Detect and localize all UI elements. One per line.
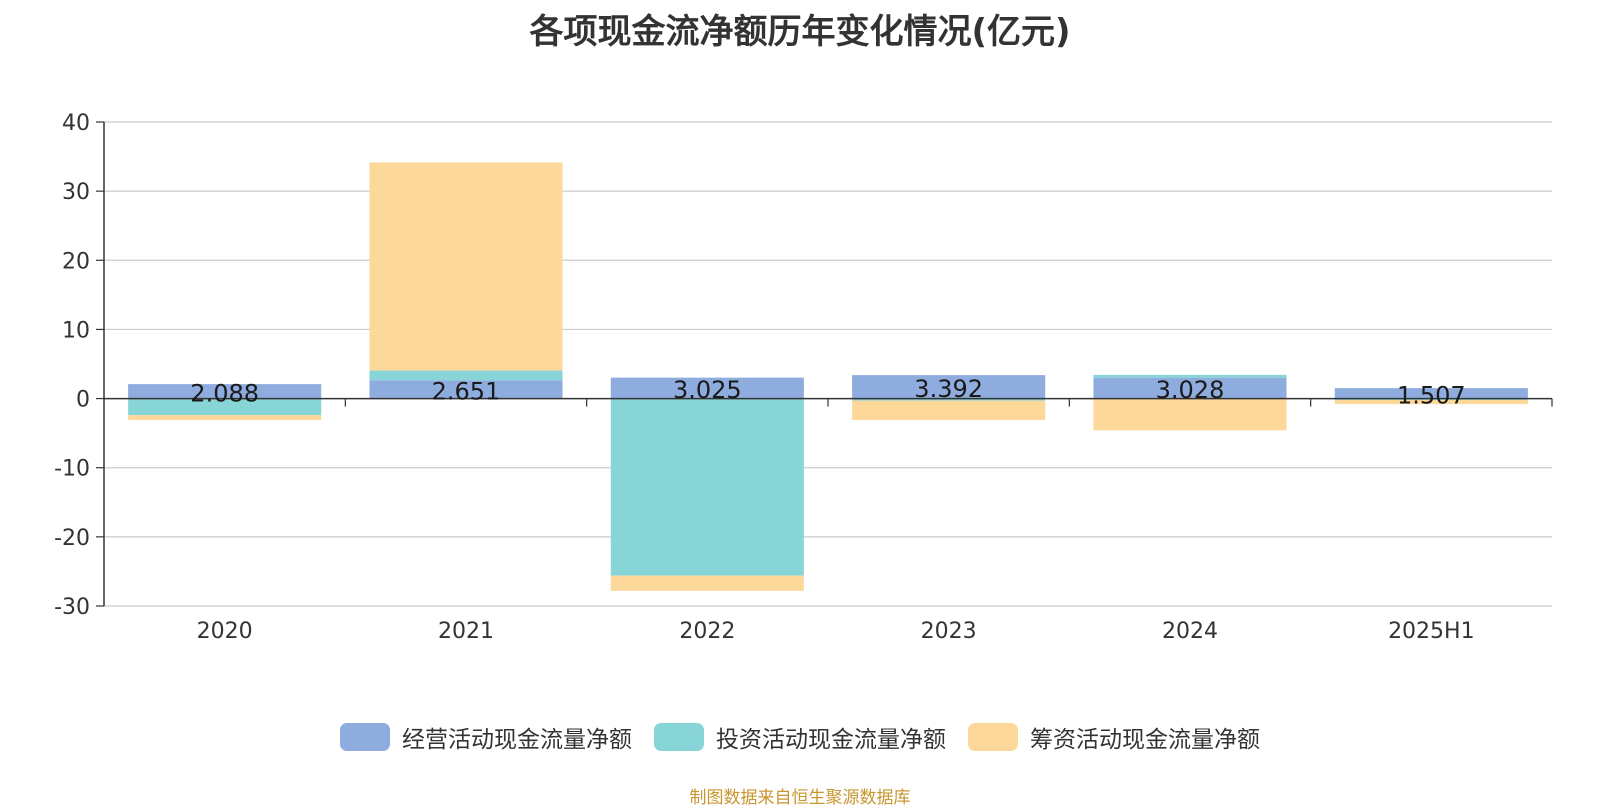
legend-swatch-operating <box>340 723 390 751</box>
data-label: 3.392 <box>914 375 983 403</box>
bar-segment <box>369 370 563 381</box>
y-tick-label: -30 <box>54 595 90 620</box>
bar-segment <box>610 575 804 591</box>
y-tick-label: -20 <box>54 526 90 551</box>
data-label: 2.651 <box>432 377 501 405</box>
bar-segment <box>610 377 804 399</box>
bar-segment <box>1093 374 1287 378</box>
data-label: 1.507 <box>1397 381 1466 409</box>
bar-segment <box>1093 377 1287 399</box>
bar-segment <box>1334 388 1528 399</box>
bar-segment <box>128 415 322 421</box>
legend-label-investing: 投资活动现金流量净额 <box>716 727 946 753</box>
bar-segment <box>610 398 804 576</box>
legend-label-operating: 经营活动现金流量净额 <box>402 727 632 753</box>
legend-item-investing[interactable]: 投资活动现金流量净额 <box>654 720 946 754</box>
x-category-label: 2021 <box>438 619 494 644</box>
y-tick-label: -10 <box>54 457 90 482</box>
bar-segment <box>852 375 1046 399</box>
legend-item-operating[interactable]: 经营活动现金流量净额 <box>340 720 632 754</box>
legend-swatch-investing <box>654 723 704 751</box>
legend-label-financing: 筹资活动现金流量净额 <box>1030 727 1260 753</box>
y-tick-label: 20 <box>62 249 90 274</box>
data-label: 2.088 <box>190 379 259 407</box>
data-label: 3.025 <box>673 376 742 404</box>
y-tick-label: 0 <box>76 388 90 413</box>
chart-title: 各项现金流净额历年变化情况(亿元) <box>529 12 1071 52</box>
bar-segment <box>852 398 1046 401</box>
bar-segment <box>128 398 322 416</box>
data-source-note: 制图数据来自恒生聚源数据库 <box>689 788 911 808</box>
bar-segment <box>369 380 563 399</box>
cash-flow-stacked-bar-chart: 40 30 20 10 0 -10 -20 -30 2.088 2.651 3.025 3.392 3.… <box>54 111 1553 644</box>
bar-segment <box>369 162 563 371</box>
x-category-label: 2025H1 <box>1388 619 1475 644</box>
bar-segment <box>1334 399 1528 405</box>
chart-legend: 经营活动现金流量净额 投资活动现金流量净额 筹资活动现金流量净额 <box>0 720 1600 754</box>
legend-item-financing[interactable]: 筹资活动现金流量净额 <box>968 720 1260 754</box>
x-category-label: 2020 <box>197 619 253 644</box>
x-category-label: 2023 <box>921 619 977 644</box>
legend-swatch-financing <box>968 723 1018 751</box>
bar-segment <box>852 400 1046 421</box>
bar-segment <box>128 384 322 399</box>
bar-segment <box>1093 398 1287 431</box>
x-category-label: 2022 <box>679 619 735 644</box>
y-tick-label: 30 <box>62 180 90 205</box>
y-tick-label: 40 <box>62 111 90 136</box>
y-tick-label: 10 <box>62 318 90 343</box>
data-label: 3.028 <box>1156 376 1225 404</box>
x-category-label: 2024 <box>1162 619 1218 644</box>
